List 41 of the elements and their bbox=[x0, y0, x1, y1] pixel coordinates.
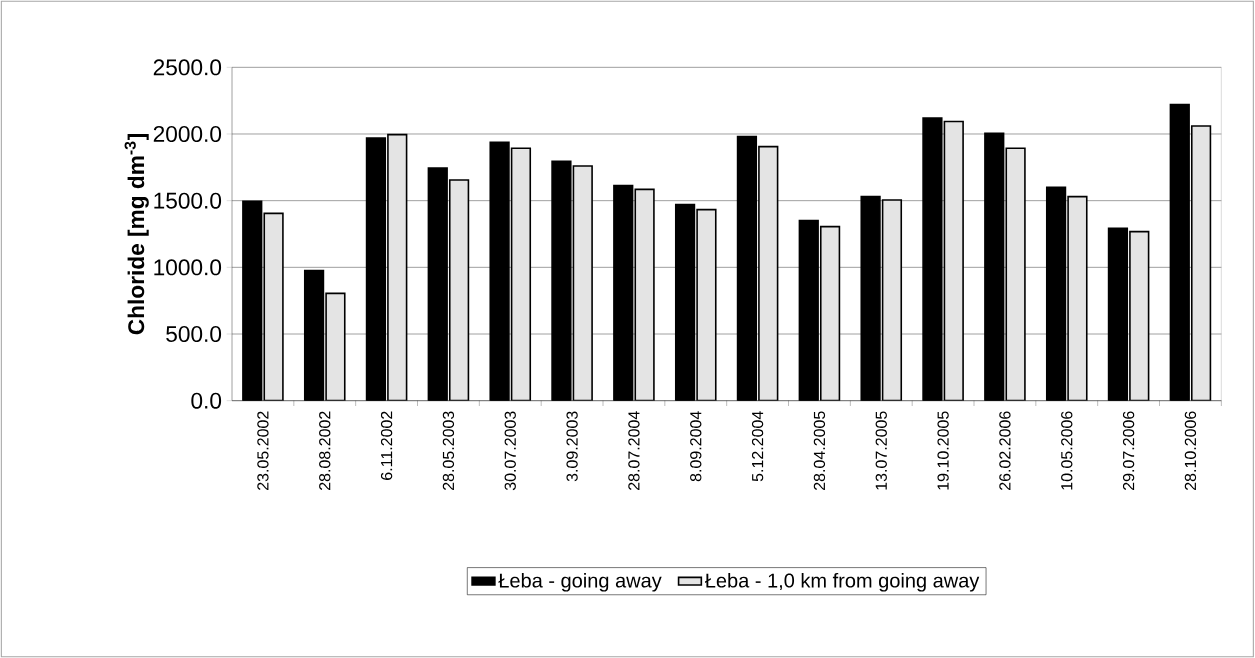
x-tick-label: 28.05.2003 bbox=[442, 411, 455, 490]
x-tick-label: 8.09.2004 bbox=[690, 411, 702, 482]
bar bbox=[882, 200, 902, 401]
bar bbox=[758, 146, 778, 401]
bar bbox=[264, 213, 283, 401]
bar bbox=[511, 148, 531, 401]
bar bbox=[1190, 125, 1212, 401]
y-tick-label: 2500.0 bbox=[153, 59, 222, 76]
x-tick-label: 6.11.2002 bbox=[380, 411, 393, 480]
x-tick-label: 13.07.2005 bbox=[875, 411, 887, 490]
x-tick-label: 29.07.2006 bbox=[1122, 411, 1135, 490]
x-tick-label: 30.07.2003 bbox=[504, 411, 516, 491]
bar bbox=[944, 121, 964, 401]
legend-label: Łeba - going away bbox=[498, 572, 662, 592]
y-tick-label: 2000.0 bbox=[153, 125, 222, 143]
y-tick-label: 0.0 bbox=[191, 392, 222, 409]
bar bbox=[573, 166, 593, 401]
legend-label: Łeba - 1,0 km from going away bbox=[704, 572, 980, 592]
bar bbox=[635, 189, 654, 401]
bar bbox=[1129, 231, 1149, 401]
y-tick-label: 500.0 bbox=[166, 325, 222, 343]
y-tick-label: 1000.0 bbox=[154, 259, 222, 276]
y-tick-label: 1500.0 bbox=[154, 192, 222, 209]
x-tick-label: 3.09.2003 bbox=[566, 411, 578, 482]
bar bbox=[387, 134, 407, 401]
bar bbox=[449, 180, 469, 401]
x-tick-label: 26.02.2006 bbox=[999, 411, 1011, 490]
x-tick-label: 23.05.2002 bbox=[257, 411, 269, 490]
x-tick-label: 10.05.2006 bbox=[1061, 411, 1073, 490]
bar bbox=[326, 293, 345, 401]
x-tick-label: 28.04.2005 bbox=[813, 411, 826, 490]
x-tick-label: 28.07.2004 bbox=[628, 411, 640, 490]
x-tick-label: 28.08.2002 bbox=[319, 411, 331, 490]
bar bbox=[820, 226, 840, 401]
x-tick-label: 28.10.2006 bbox=[1184, 411, 1197, 490]
x-tick-label: 5.12.2004 bbox=[751, 411, 764, 482]
y-axis-title: Chloride [mg dm$^{-3}$] bbox=[124, 134, 149, 335]
bar bbox=[1006, 148, 1025, 401]
bar bbox=[1068, 196, 1087, 401]
bar bbox=[697, 209, 716, 401]
x-tick-label: 19.10.2005 bbox=[937, 411, 949, 490]
